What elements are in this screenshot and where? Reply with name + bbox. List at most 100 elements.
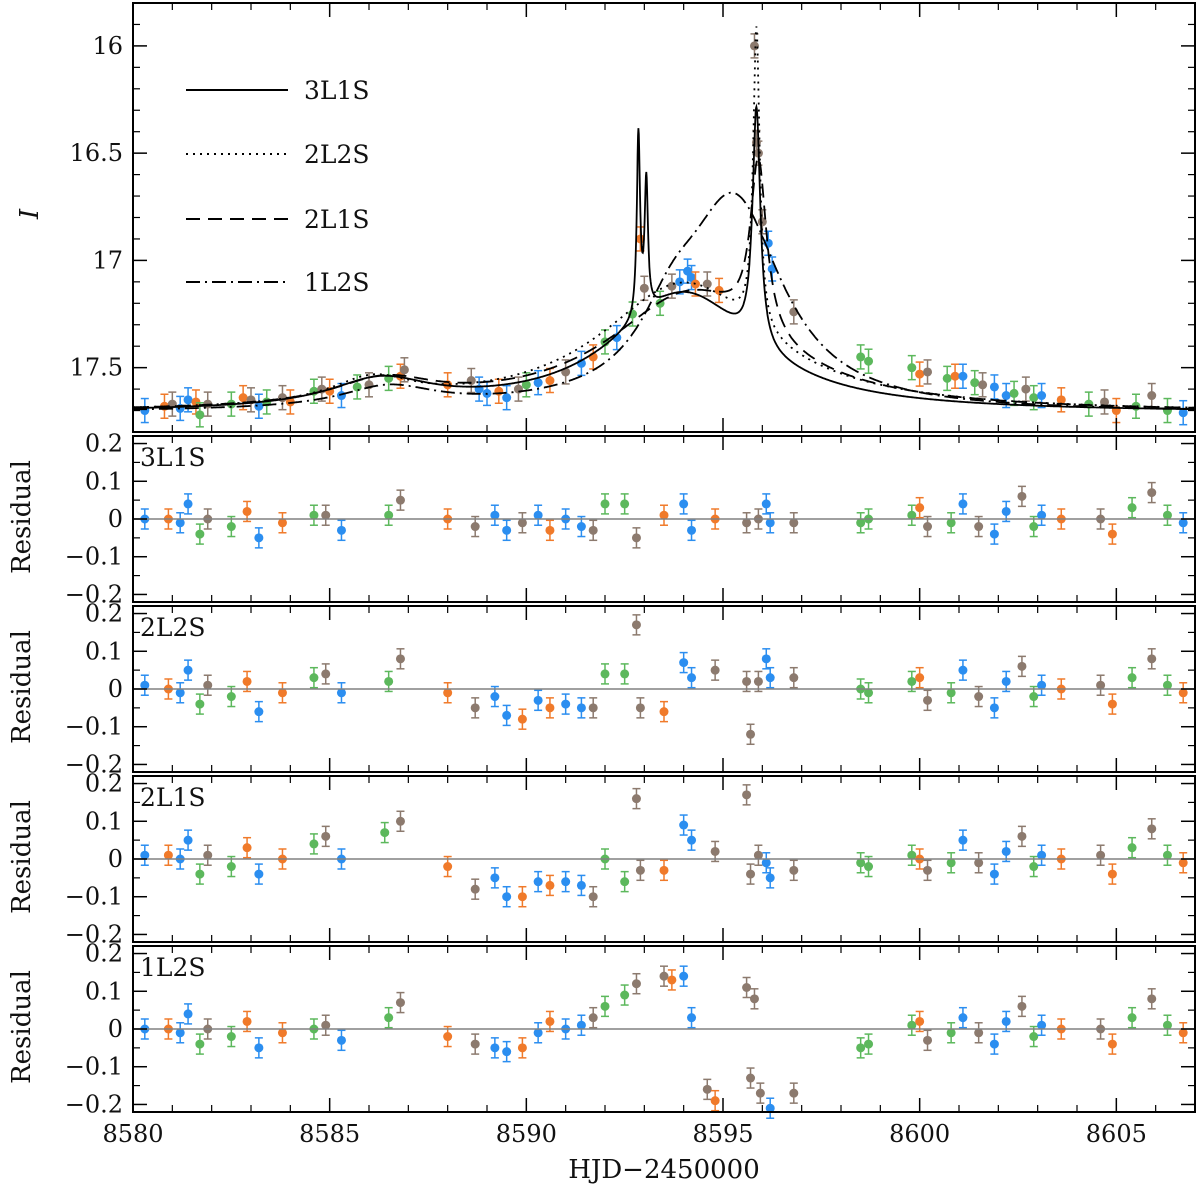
data-point — [978, 380, 988, 390]
data-point — [765, 673, 775, 683]
data-point — [576, 880, 586, 890]
legend-label-3l1s: 3L1S — [304, 76, 370, 105]
data-point — [687, 525, 697, 535]
data-point — [746, 1073, 756, 1083]
data-point — [254, 1043, 264, 1053]
data-point — [254, 533, 264, 543]
y-tick-label: 17.5 — [70, 354, 123, 382]
residual-points-2l2s — [140, 614, 1188, 746]
data-point — [702, 279, 712, 289]
data-point — [203, 680, 213, 690]
light-curve-points — [140, 33, 1188, 428]
data-point — [1096, 680, 1106, 690]
data-point — [923, 865, 933, 875]
data-point — [1029, 393, 1039, 403]
data-point — [1162, 850, 1172, 860]
data-point — [203, 850, 213, 860]
data-point — [742, 790, 752, 800]
panel-label-1l2s: 1L2S — [140, 953, 206, 982]
x-tick-label: 8580 — [102, 1120, 163, 1148]
data-point — [175, 1028, 185, 1038]
legend-label-2l2s: 2L2S — [304, 140, 370, 169]
data-point — [533, 877, 543, 887]
data-point — [521, 380, 531, 390]
data-point — [588, 1013, 598, 1023]
data-point — [576, 1020, 586, 1030]
data-point — [755, 1088, 765, 1098]
residual-points-3l1s — [140, 481, 1188, 549]
data-point — [907, 363, 917, 373]
y-tick-label: 0.1 — [85, 467, 123, 495]
data-point — [710, 665, 720, 675]
data-point — [395, 495, 405, 505]
data-point — [989, 703, 999, 713]
panel-label-3l1s: 3L1S — [140, 443, 206, 472]
data-point — [620, 499, 630, 509]
data-point — [490, 1043, 500, 1053]
data-point — [765, 873, 775, 883]
data-point — [923, 522, 933, 532]
data-point — [915, 503, 925, 513]
data-point — [533, 378, 543, 388]
data-point — [714, 285, 724, 295]
data-point — [242, 843, 252, 853]
data-point — [1001, 846, 1011, 856]
data-point — [915, 1016, 925, 1026]
light-curve-ticks: 16 16.5 17 17.5 — [70, 2, 1196, 433]
model-curves — [133, 26, 1195, 411]
data-point — [1147, 488, 1157, 498]
y-tick-label: 16.5 — [70, 139, 123, 167]
model-curve-2l2s — [133, 26, 1195, 409]
data-point — [710, 846, 720, 856]
data-point — [742, 676, 752, 686]
data-point — [761, 499, 771, 509]
data-point — [620, 877, 630, 887]
y-tick-label: 0 — [108, 1015, 123, 1043]
y-tick-label: 0 — [108, 845, 123, 873]
data-point — [502, 1047, 512, 1057]
data-point — [399, 365, 409, 375]
data-point — [915, 369, 925, 379]
data-point — [659, 707, 669, 717]
data-point — [470, 703, 480, 713]
data-point — [1001, 506, 1011, 516]
data-point — [746, 729, 756, 739]
data-point — [183, 835, 193, 845]
data-point — [533, 695, 543, 705]
data-point — [907, 850, 917, 860]
data-point — [946, 858, 956, 868]
data-point — [635, 703, 645, 713]
data-point — [1017, 661, 1027, 671]
y-axis-title: I — [15, 208, 45, 220]
data-point — [195, 869, 205, 879]
data-point — [1178, 858, 1188, 868]
data-point — [336, 525, 346, 535]
residual-ticks-1l2s: −0.2 −0.1 0 0.1 0.2 — [65, 940, 1196, 1118]
x-axis-tick-labels: 8580 8585 8590 8595 8600 8605 — [102, 1120, 1146, 1148]
data-point — [702, 1084, 712, 1094]
data-point — [631, 979, 641, 989]
data-point — [974, 522, 984, 532]
data-point — [950, 371, 960, 381]
data-point — [989, 869, 999, 879]
data-point — [687, 835, 697, 845]
data-point — [856, 518, 866, 528]
data-point — [443, 688, 453, 698]
data-point — [321, 510, 331, 520]
data-point — [470, 522, 480, 532]
data-point — [336, 391, 346, 401]
residual-frame-2l1s — [132, 775, 1196, 943]
data-point — [864, 862, 874, 872]
data-point — [631, 620, 641, 630]
data-point — [502, 525, 512, 535]
data-point — [687, 1013, 697, 1023]
residual-ticks-2l1s: −0.2 −0.1 0 0.1 0.2 — [65, 770, 1196, 948]
data-point — [1029, 692, 1039, 702]
data-point — [1029, 862, 1039, 872]
data-point — [195, 1039, 205, 1049]
residual-frame-1l2s — [132, 945, 1196, 1113]
data-point — [600, 1001, 610, 1011]
data-point — [789, 673, 799, 683]
light-curve-frame — [132, 2, 1196, 433]
residual-frame-3l1s — [132, 435, 1196, 603]
